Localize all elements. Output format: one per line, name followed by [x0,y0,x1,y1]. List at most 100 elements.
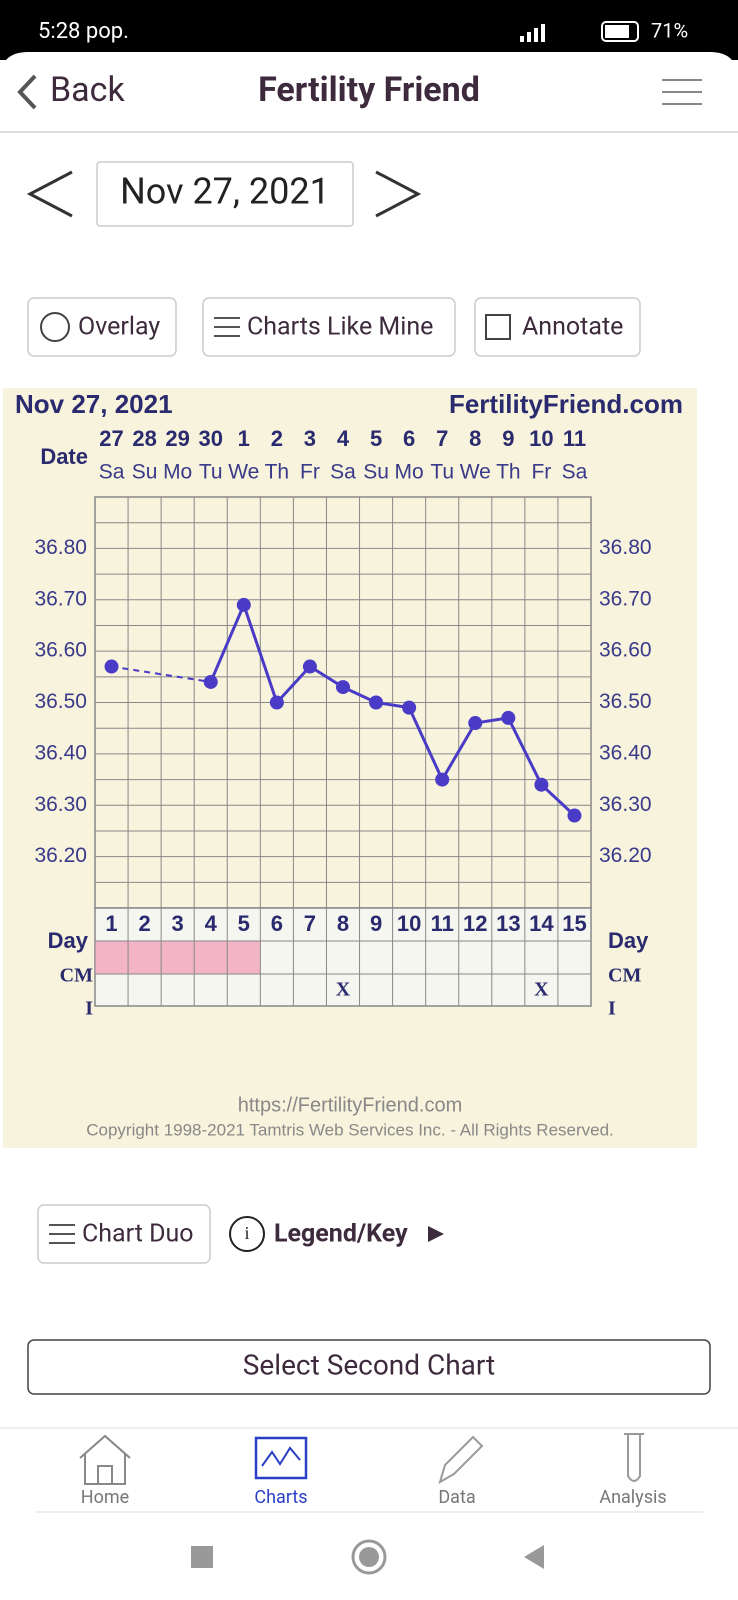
recents-button[interactable] [191,1546,213,1568]
date-label: 2 [271,426,283,451]
home-icon[interactable] [79,1434,131,1485]
chart-duo-button[interactable] [37,1204,211,1264]
weekday-label: Mo [163,461,192,484]
chart-duo-label[interactable]: Chart Duo [82,1220,194,1249]
chart-site: FertilityFriend.com [449,389,683,419]
temp-point [402,700,417,715]
nav-data[interactable]: Data [438,1487,475,1508]
date-label: 5 [370,426,382,451]
date-label: 7 [436,426,448,451]
y-tick-label: 36.30 [34,793,87,816]
cm-cell [161,941,195,974]
overlay-label[interactable]: Overlay [78,313,160,342]
temp-point [369,695,384,710]
next-date[interactable] [375,170,422,218]
y-tick-label-right: 36.40 [599,741,652,764]
menu-icon[interactable] [662,79,702,105]
info-icon[interactable] [229,1216,265,1252]
annotate-button[interactable] [474,297,641,357]
temp-line [440,722,477,781]
day-label: 10 [397,911,421,936]
day-label: 1 [105,911,117,936]
status-time: 5:28 pop. [38,19,129,44]
nav-home[interactable]: Home [81,1487,129,1508]
home-button[interactable] [351,1539,387,1575]
weekday-label: Mo [395,461,424,484]
temp-line [275,665,312,704]
cm-cell [95,941,129,974]
y-tick-label: 36.20 [34,844,87,867]
prev-date[interactable] [26,170,73,218]
battery-level [605,25,629,38]
day-label: 11 [431,911,454,936]
nav-analysis[interactable]: Analysis [599,1487,666,1508]
temp-point [236,597,251,612]
battery-icon [601,21,639,42]
y-tick-label: 36.50 [34,690,87,713]
nav-charts[interactable]: Charts [254,1487,307,1508]
date-label: 29 [165,426,189,451]
battery-text: 71% [651,18,688,42]
footer-url[interactable]: https://FertilityFriend.com [238,1094,463,1116]
data-icon[interactable] [438,1435,484,1485]
weekday-label: Su [132,461,158,484]
day-label: 3 [172,911,184,936]
temp-line [242,604,279,703]
date-label: 9 [502,426,514,451]
current-date[interactable]: Nov 27, 2021 [120,171,330,213]
date-box[interactable] [96,161,354,227]
weekday-label: Tu [430,461,454,484]
back-icon[interactable] [17,74,37,110]
charts-like-mine-label[interactable]: Charts Like Mine [247,313,433,342]
day-label: 8 [337,911,349,936]
weekday-label: Sa [99,461,125,484]
date-label: 10 [529,426,553,451]
signal-icon [520,24,545,42]
back-system-button[interactable] [524,1545,544,1569]
weekday-label: Fr [531,461,551,484]
analysis-icon[interactable] [624,1433,644,1482]
cm-cell [128,941,162,974]
second-chart-button[interactable] [27,1339,711,1395]
day-label: 4 [205,911,218,936]
temp-point [468,716,483,731]
back-button[interactable]: Back [50,70,125,110]
charts-icon[interactable] [254,1436,308,1480]
info-glyph: i [244,1223,249,1243]
i-row-label: I [85,998,93,1020]
temp-point [336,680,350,695]
date-row-label: Date [40,444,88,469]
date-label: 8 [469,426,481,451]
legend-link[interactable]: Legend/Key [274,1220,408,1249]
y-tick-label-right: 36.50 [599,690,652,713]
i-row-label-right: I [608,998,616,1020]
second-chart-label[interactable]: Select Second Chart [243,1348,495,1381]
temp-point [104,659,119,674]
y-tick-label: 36.70 [34,587,87,610]
chart-title: Nov 27, 2021 [15,389,173,419]
weekday-label: Tu [199,461,223,484]
temp-point [435,772,450,787]
charts-like-mine-button[interactable] [202,297,456,357]
temp-line [540,783,576,817]
date-label: 27 [99,426,123,451]
y-tick-label-right: 36.30 [599,793,652,816]
day-label: 7 [304,911,316,936]
overlay-button[interactable] [27,297,177,357]
day-label: 2 [138,911,150,936]
date-label: 30 [198,426,222,451]
sliders-icon [214,317,240,337]
intercourse-mark: X [336,979,351,1001]
intercourse-mark: X [534,979,549,1001]
y-tick-label: 36.40 [34,741,87,764]
temp-line [407,707,444,781]
weekday-label: We [460,461,491,484]
annotate-label[interactable]: Annotate [522,313,623,342]
day-label: 14 [529,911,554,936]
cm-cell [227,941,261,974]
weekday-label: Th [496,461,521,484]
date-label: 11 [563,426,586,451]
y-tick-label: 36.60 [34,639,87,662]
day-label: 15 [562,911,586,936]
